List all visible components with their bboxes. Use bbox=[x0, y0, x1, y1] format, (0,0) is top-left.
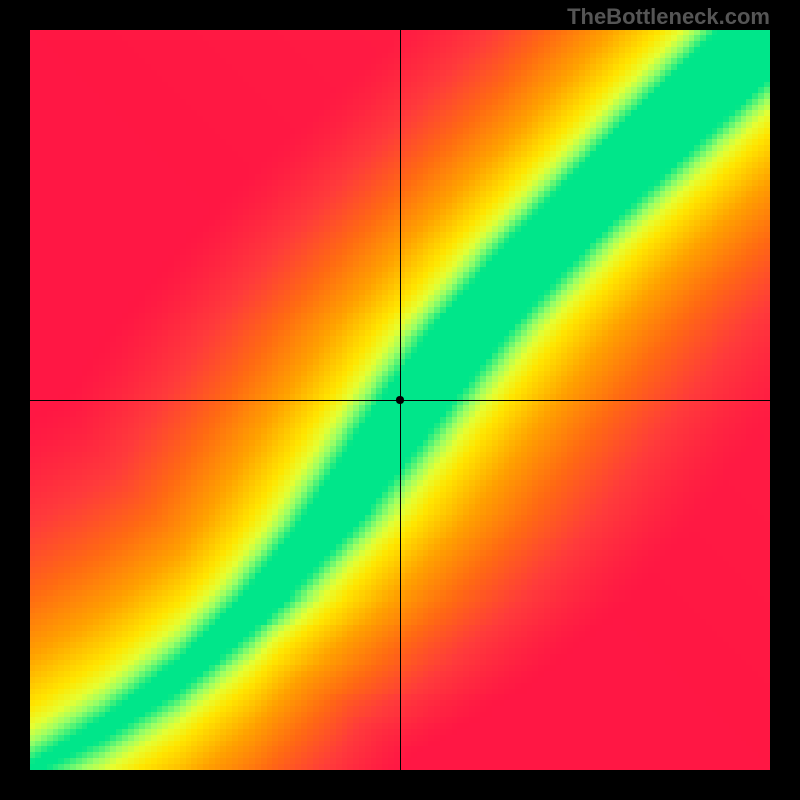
chart-container: { "watermark": { "text": "TheBottleneck.… bbox=[0, 0, 800, 800]
bottleneck-heatmap bbox=[30, 30, 770, 770]
watermark-text: TheBottleneck.com bbox=[567, 4, 770, 30]
